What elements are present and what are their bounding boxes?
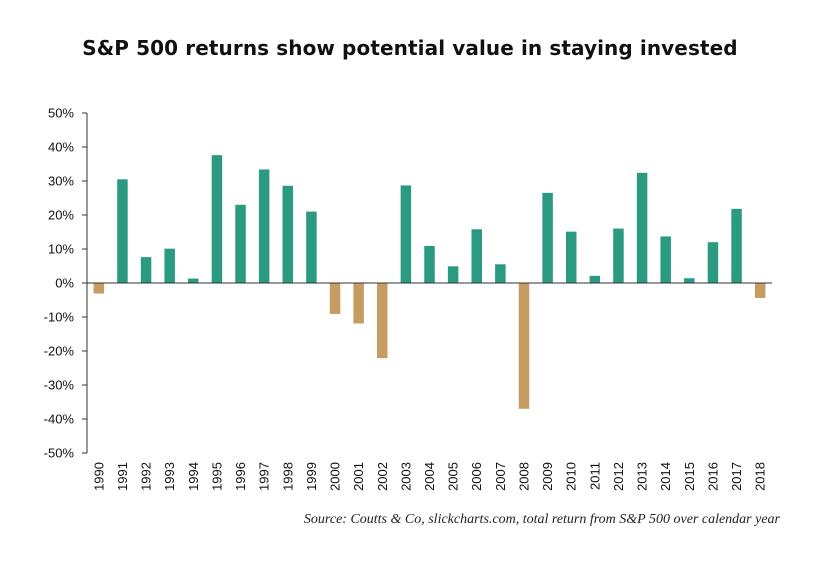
x-tick-label: 2003: [398, 462, 413, 491]
x-tick-label: 2018: [753, 462, 768, 491]
bar-2002: [377, 283, 388, 359]
bar-1998: [282, 185, 294, 283]
bar-2018: [754, 283, 766, 298]
x-tick-label: 1991: [115, 462, 130, 491]
y-axis: 50% 40% 30% 20% 10% 0% -10% -20% -30% -40% -50%: [44, 106, 87, 461]
bar-1992: [140, 257, 152, 283]
bar-1990: [93, 283, 105, 294]
x-tick-label: 2013: [635, 462, 650, 491]
bar-2007: [495, 264, 506, 283]
bar-2017: [731, 208, 742, 283]
x-tick-label: 2002: [375, 462, 390, 491]
x-tick-label: 2012: [611, 462, 626, 491]
y-tick-label: 30%: [48, 174, 74, 189]
x-tick-label: 2017: [729, 462, 744, 491]
x-tick-label: 2004: [422, 462, 437, 491]
bar-2009: [542, 192, 553, 283]
axes: [86, 113, 772, 453]
x-tick-label: 2006: [469, 462, 484, 491]
bar-2003: [400, 185, 412, 283]
x-axis: 1990 1991 1992 1993 1994 1995 1996 1997 1998 1999…: [91, 462, 767, 491]
x-tick-label: 2000: [328, 462, 343, 491]
y-tick-label: -30%: [44, 378, 75, 393]
x-tick-label: 1997: [257, 462, 272, 491]
x-tick-label: 1998: [280, 462, 295, 491]
y-tick-label: 50%: [48, 106, 74, 121]
x-tick-label: 1995: [209, 462, 224, 491]
source-note: Source: Coutts & Co, slickcharts.com, to…: [303, 512, 780, 527]
y-tick-label: 10%: [48, 242, 74, 257]
bar-2016: [707, 242, 719, 283]
bar-2008: [518, 283, 530, 409]
bar-1993: [164, 248, 175, 283]
bars-group: [93, 155, 766, 409]
x-tick-label: 1994: [186, 462, 201, 491]
x-tick-label: 2001: [351, 462, 366, 491]
bar-2000: [329, 283, 341, 314]
y-tick-label: -20%: [44, 344, 75, 359]
y-tick-label: -40%: [44, 412, 75, 427]
y-tick-label: -10%: [44, 310, 75, 325]
x-tick-label: 2015: [682, 462, 697, 491]
bar-2013: [636, 172, 648, 283]
x-tick-label: 2009: [540, 462, 555, 491]
bar-2005: [447, 266, 459, 283]
chart-title: S&P 500 returns show potential value in …: [82, 36, 738, 60]
x-tick-label: 1992: [139, 462, 154, 491]
bar-2012: [613, 228, 624, 283]
bar-2004: [424, 245, 435, 283]
bar-2006: [471, 229, 482, 283]
bar-1997: [258, 169, 270, 283]
y-tick-label: -50%: [44, 446, 75, 461]
bar-1991: [117, 179, 128, 283]
bar-2011: [589, 275, 601, 283]
x-tick-label: 1996: [233, 462, 248, 491]
bar-2010: [565, 231, 577, 283]
y-tick-label: 20%: [48, 208, 74, 223]
x-tick-label: 2005: [446, 462, 461, 491]
bar-1996: [235, 204, 246, 283]
x-tick-label: 2016: [705, 462, 720, 491]
y-tick-label: 40%: [48, 140, 74, 155]
x-tick-label: 2007: [493, 462, 508, 491]
y-tick-label: 0%: [55, 276, 74, 291]
bar-1999: [306, 211, 317, 283]
bar-1994: [188, 278, 199, 283]
bar-2001: [353, 283, 364, 324]
bar-2015: [684, 278, 695, 283]
x-tick-label: 2011: [587, 462, 602, 490]
x-tick-label: 2010: [564, 462, 579, 491]
bar-2014: [660, 236, 671, 283]
bar-1995: [211, 155, 223, 283]
x-tick-label: 2014: [658, 462, 673, 491]
x-tick-label: 1999: [304, 462, 319, 491]
x-tick-label: 2008: [516, 462, 531, 491]
x-tick-label: 1993: [162, 462, 177, 491]
x-tick-label: 1990: [91, 462, 106, 491]
